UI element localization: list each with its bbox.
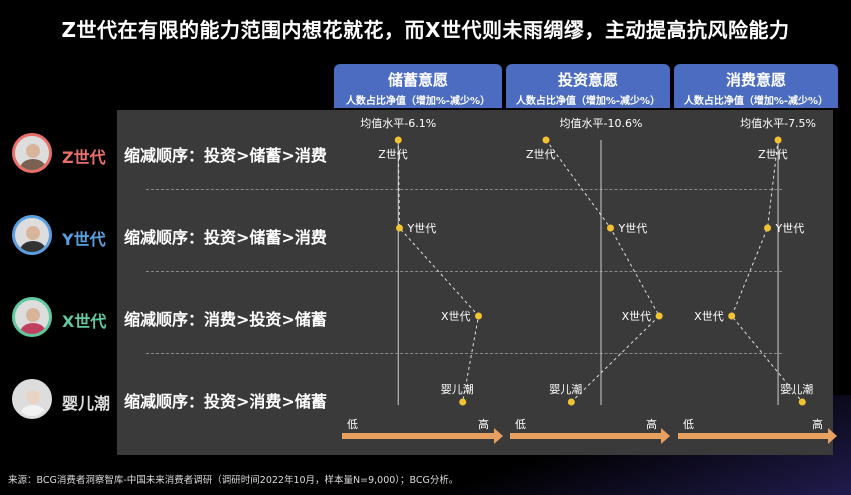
header-savings-subtitle: 人数占比净值（增加%-减少%）: [345, 96, 491, 107]
axis-high-label: 高: [646, 418, 657, 431]
point-label: Z世代: [526, 148, 556, 161]
data-point: [396, 224, 404, 232]
axis-low-label: 低: [347, 418, 358, 431]
axis-low-label: 低: [683, 418, 694, 431]
gen-label-y: Y世代: [62, 230, 106, 249]
data-point: [606, 224, 614, 232]
data-point: [567, 398, 575, 406]
woman-avatar-icon: [12, 215, 52, 255]
point-label: Y世代: [775, 222, 805, 235]
data-point: [542, 136, 550, 144]
point-label: Y世代: [407, 222, 437, 235]
row-divider: [146, 189, 782, 190]
header-investment: 投资意愿 人数占比净值（增加%-减少%）: [506, 64, 670, 108]
axis-arrow-consumption: [678, 428, 837, 444]
data-point: [728, 312, 736, 320]
mean-label: 均值水平-7.5%: [740, 117, 816, 130]
header-savings-title: 储蓄意愿: [387, 71, 448, 89]
data-point: [655, 312, 663, 320]
order-text-boomer: 缩减顺序：投资>消费>储蓄: [124, 392, 327, 411]
mean-label: 均值水平-6.1%: [360, 117, 436, 130]
point-label: 婴儿潮: [441, 382, 474, 396]
row-divider: [146, 353, 782, 354]
gen-label-z: Z世代: [62, 148, 106, 167]
axis-arrow-investment: [510, 428, 670, 444]
elder-avatar-icon: [12, 379, 52, 419]
axis-high-label: 高: [812, 418, 823, 431]
source-footnote: 来源：BCG消费者洞察智库-中国未来消费者调研（调研时间2022年10月，样本量…: [8, 475, 459, 486]
point-label: Z世代: [378, 148, 408, 161]
connector-line: [545, 139, 660, 403]
header-consumption-subtitle: 人数占比净值（增加%-减少%）: [683, 96, 829, 107]
header-consumption-title: 消费意愿: [725, 71, 786, 89]
data-point: [475, 312, 483, 320]
data-point: [459, 398, 467, 406]
chart-panel: [117, 110, 833, 455]
data-point: [764, 224, 772, 232]
row-divider: [146, 271, 782, 272]
header-consumption: 消费意愿 人数占比净值（增加%-减少%）: [674, 64, 838, 108]
point-label: Z世代: [758, 148, 788, 161]
order-text-x: 缩减顺序：消费>投资>储蓄: [124, 310, 327, 329]
page-title: Z世代在有限的能力范围内想花就花，而X世代则未雨绸缪，主动提高抗风险能力: [61, 18, 790, 42]
point-label: 婴儿潮: [549, 382, 582, 396]
woman-avatar-icon: [12, 133, 52, 173]
data-point: [798, 398, 806, 406]
mean-label: 均值水平-10.6%: [560, 117, 643, 130]
header-investment-title: 投资意愿: [557, 71, 618, 89]
axis-arrow-savings: [342, 428, 503, 444]
order-text-y: 缩减顺序：投资>储蓄>消费: [124, 228, 327, 247]
header-savings: 储蓄意愿 人数占比净值（增加%-减少%）: [334, 64, 502, 108]
point-label: 婴儿潮: [780, 382, 813, 396]
gen-label-boomer: 婴儿潮: [62, 394, 111, 413]
connector-line: [731, 139, 803, 403]
data-point: [394, 136, 402, 144]
family-avatar-icon: [12, 297, 52, 337]
point-label: X世代: [441, 310, 471, 323]
point-label: X世代: [622, 310, 652, 323]
point-label: X世代: [694, 310, 724, 323]
data-point: [774, 136, 782, 144]
gen-label-x: X世代: [62, 312, 107, 331]
point-label: Y世代: [617, 222, 647, 235]
axis-high-label: 高: [478, 418, 489, 431]
order-text-z: 缩减顺序：投资>储蓄>消费: [124, 146, 327, 165]
connector-line: [397, 139, 480, 403]
axis-low-label: 低: [515, 418, 526, 431]
header-investment-subtitle: 人数占比净值（增加%-减少%）: [515, 96, 661, 107]
